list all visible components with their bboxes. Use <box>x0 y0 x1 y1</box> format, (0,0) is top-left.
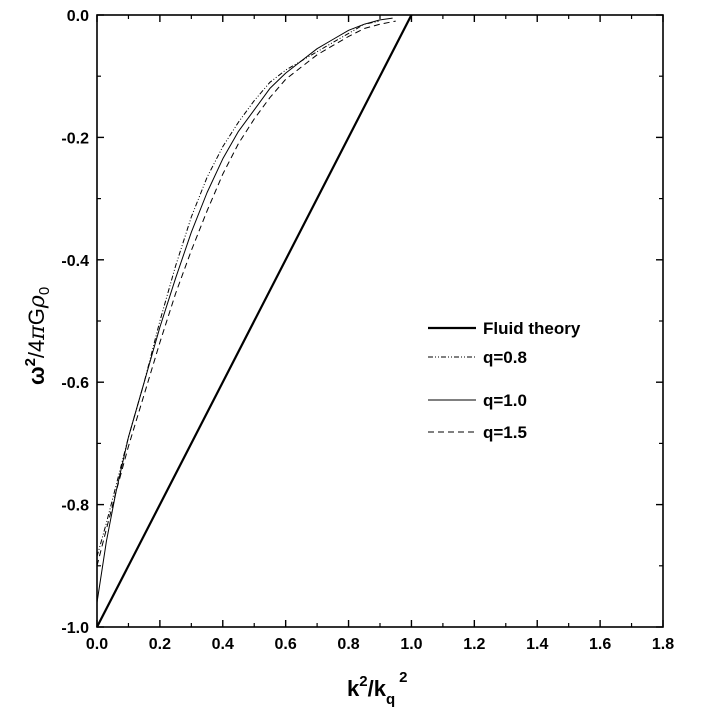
x-title-sup1: 2 <box>359 673 367 690</box>
y-title-G: G <box>24 308 49 325</box>
legend-label-q08: q=0.8 <box>483 348 527 367</box>
y-axis-title: ω2/4πGρ0 <box>22 287 53 385</box>
legend-label-q15: q=1.5 <box>483 423 527 442</box>
y-title-omega: ω <box>24 366 49 385</box>
legend: Fluid theory q=0.8 q=1.0 q=1.5 <box>428 319 581 442</box>
x-tick-label: 1.4 <box>526 636 548 653</box>
y-tick-label: -0.4 <box>61 253 89 270</box>
x-tick-label: 1.0 <box>400 636 422 653</box>
series-line-1 <box>96 20 381 557</box>
y-title-rho: ρ <box>25 295 50 309</box>
x-title-k: k <box>347 676 360 701</box>
ticks: 0.0 0.2 0.4 0.6 0.8 1.0 1.2 1.4 1.6 1.8 0.0 -0.2 -0.… <box>61 8 674 653</box>
x-tick-label: 0.6 <box>275 636 297 653</box>
y-title-pi: π <box>25 325 50 341</box>
legend-label-q10: q=1.0 <box>483 391 527 410</box>
x-tick-label: 1.8 <box>652 636 674 653</box>
legend-label-fluid-theory: Fluid theory <box>483 319 581 338</box>
y-tick-label: -1.0 <box>61 620 89 637</box>
x-tick-label: 1.6 <box>589 636 611 653</box>
y-title-mid: /4 <box>24 340 49 358</box>
series-line-2 <box>96 17 393 603</box>
x-tick-label: 0.4 <box>212 636 234 653</box>
y-tick-label: -0.6 <box>61 375 89 392</box>
series-line-3 <box>96 20 396 566</box>
x-tick-label: 0.8 <box>337 636 359 653</box>
series-layer <box>96 14 413 628</box>
y-title-sub: 0 <box>36 287 53 295</box>
x-tick-label: 0.0 <box>86 636 108 653</box>
y-tick-label: -0.8 <box>61 498 89 515</box>
y-tick-label: 0.0 <box>67 8 89 25</box>
x-title-sep: /k <box>368 676 387 701</box>
x-tick-label: 0.2 <box>149 636 171 653</box>
x-tick-label: 1.2 <box>463 636 485 653</box>
x-title-sup2: 2 <box>399 669 407 686</box>
y-tick-label: -0.2 <box>61 130 89 147</box>
x-axis-title: k2/kq2 <box>347 669 407 708</box>
y-title-sup: 2 <box>22 358 39 366</box>
x-title-sub: q <box>386 691 395 708</box>
series-line-0 <box>96 14 413 628</box>
